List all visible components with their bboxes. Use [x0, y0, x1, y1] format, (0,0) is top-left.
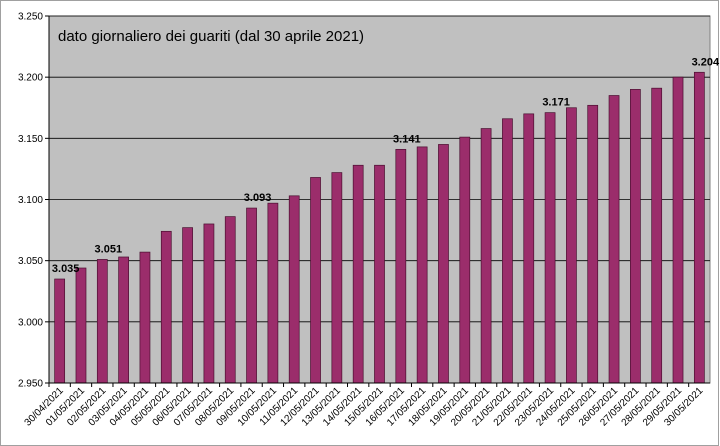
y-tick-label: 3.050: [18, 256, 43, 267]
bar: [267, 202, 279, 384]
bar: [416, 146, 428, 384]
bar: [438, 144, 449, 384]
bar: [672, 76, 684, 384]
bar: [480, 128, 492, 384]
bar: [203, 223, 215, 384]
data-label: 3.093: [244, 192, 272, 204]
bars: [54, 71, 705, 384]
chart-title: dato giornaliero dei guariti (dal 30 apr…: [58, 28, 364, 45]
bar: [288, 195, 300, 384]
bar: [160, 230, 172, 384]
bar: [587, 104, 599, 384]
data-label: 3.204: [692, 56, 720, 68]
data-label: 3.035: [52, 263, 80, 275]
bar: [651, 87, 663, 384]
bar: [502, 118, 513, 384]
bar: [246, 207, 257, 384]
data-label: 3.141: [393, 133, 421, 145]
bar: [352, 164, 364, 384]
bar: [96, 259, 108, 384]
bar: [182, 227, 193, 384]
bar: [118, 256, 129, 384]
bar: [544, 112, 556, 384]
bar: [630, 89, 641, 384]
bar: [566, 107, 577, 384]
bar: [139, 251, 151, 384]
bar: [331, 172, 343, 384]
bar: [523, 113, 535, 384]
bar: [75, 267, 87, 384]
bar: [310, 177, 321, 384]
bar: [608, 95, 620, 384]
y-tick-label: 3.250: [18, 12, 43, 23]
bar: [224, 216, 236, 384]
bar: [459, 136, 471, 384]
bar: [54, 278, 66, 384]
data-label: 3.051: [95, 243, 123, 255]
y-tick-label: 3.000: [18, 317, 43, 328]
y-axis-ticks: 2.950 3.000 3.050 3.100 3.150 3.200 3.250: [18, 12, 50, 390]
y-tick-label: 3.100: [18, 195, 43, 206]
bar: [395, 148, 407, 384]
bar: [693, 71, 705, 384]
data-labels: 3.035 3.051 3.093 3.141 3.171 3.204: [52, 56, 720, 275]
data-label: 3.171: [542, 97, 570, 109]
y-tick-label: 2.950: [18, 379, 43, 390]
y-tick-label: 3.200: [18, 73, 43, 84]
y-tick-label: 3.150: [18, 134, 43, 145]
bar: [374, 164, 385, 384]
x-axis-ticks: 30/04/202101/05/202102/05/202103/05/2021…: [23, 382, 710, 429]
